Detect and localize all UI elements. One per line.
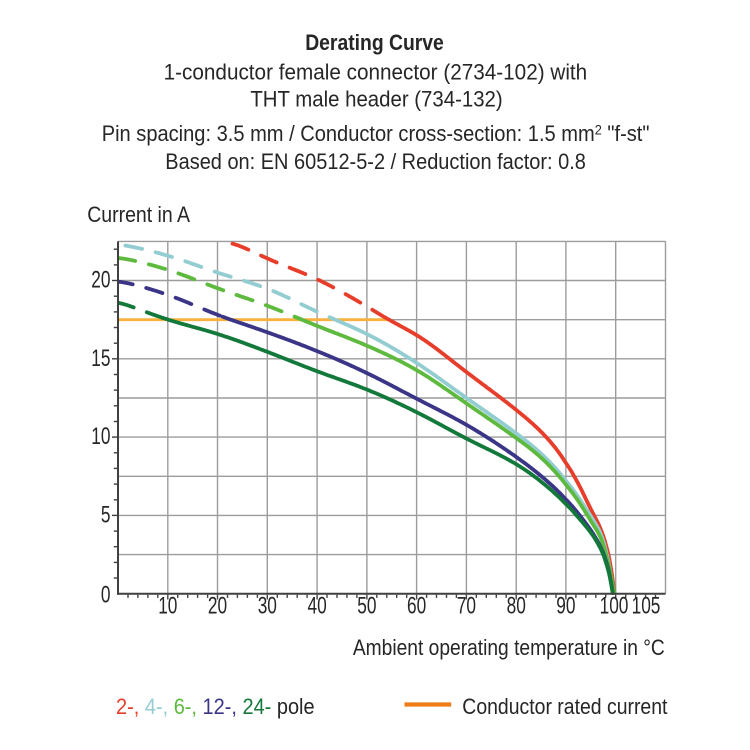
svg-text:20: 20 (91, 267, 110, 293)
svg-text:15: 15 (91, 345, 110, 371)
svg-text:5: 5 (101, 502, 111, 528)
svg-text:2-, 4-, 6-, 12-, 24- pole: 2-, 4-, 6-, 12-, 24- pole (116, 695, 315, 719)
svg-text:70: 70 (457, 593, 476, 619)
svg-text:105: 105 (632, 593, 661, 619)
svg-text:Current in A: Current in A (87, 203, 190, 227)
svg-text:Based on: EN 60512-5-2 / Reduc: Based on: EN 60512-5-2 / Reduction facto… (165, 150, 586, 174)
svg-text:100: 100 (600, 593, 629, 619)
svg-text:60: 60 (407, 593, 426, 619)
svg-text:0: 0 (101, 582, 111, 608)
svg-text:10: 10 (91, 423, 110, 449)
svg-text:30: 30 (258, 593, 277, 619)
svg-text:10: 10 (158, 593, 177, 619)
svg-text:1-conductor female connector (: 1-conductor female connector (2734-102) … (164, 60, 588, 85)
svg-text:Ambient operating temperature: Ambient operating temperature in °C (353, 636, 665, 660)
svg-text:40: 40 (307, 593, 326, 619)
svg-text:Pin spacing: 3.5 mm / Conducto: Pin spacing: 3.5 mm / Conductor cross-se… (102, 122, 650, 146)
svg-text:90: 90 (556, 593, 575, 619)
svg-text:50: 50 (357, 593, 376, 619)
svg-text:80: 80 (507, 593, 526, 619)
svg-text:Conductor rated current: Conductor rated current (462, 695, 667, 719)
svg-text:20: 20 (208, 593, 227, 619)
svg-text:THT male header (734-132): THT male header (734-132) (250, 88, 502, 112)
svg-text:Derating Curve: Derating Curve (305, 31, 444, 56)
